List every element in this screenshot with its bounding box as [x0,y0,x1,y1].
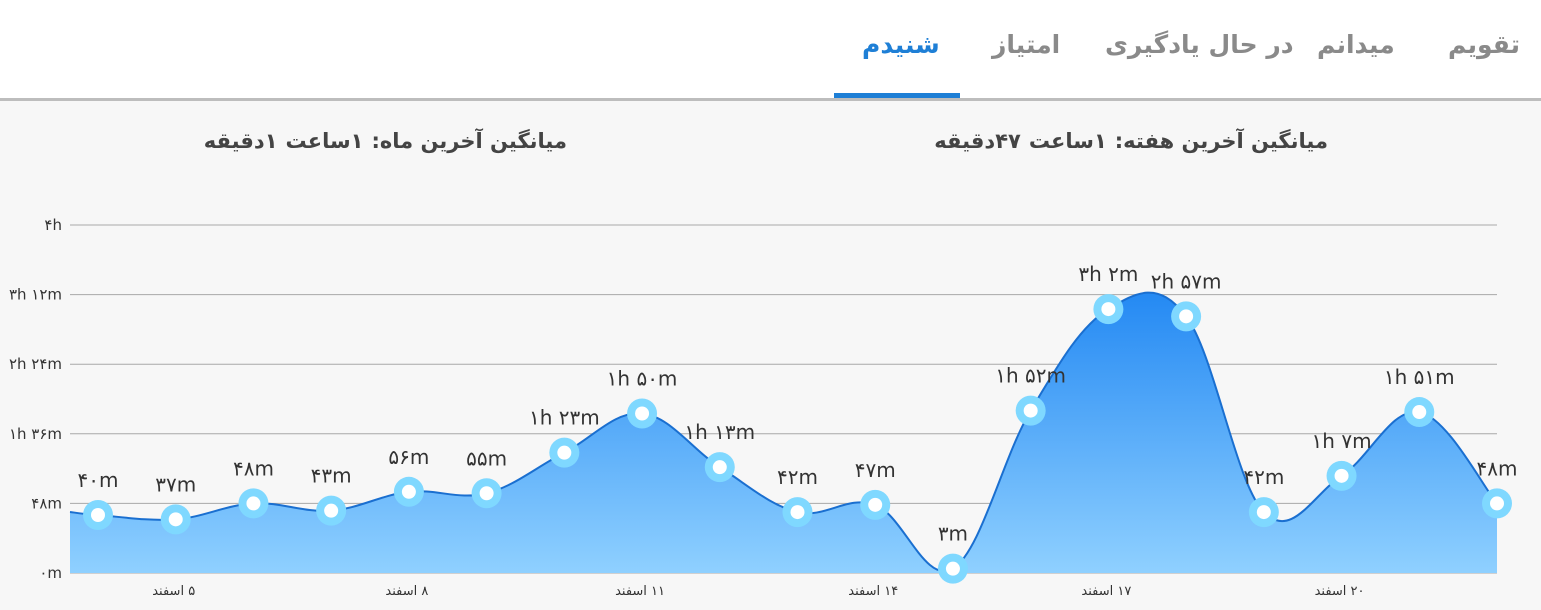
listening-time-chart: ۰m ۴۸m ۱h ۳۶m ۲h ۲۴m ۳h ۱۲m ۴h ۴۰m ۳۷m ۴۸m ۴۳m ۵۶… [9,216,1518,599]
data-point-center [1179,309,1194,324]
tab-known[interactable]: میدانم [1317,30,1395,59]
week-average-label: میانگین آخرین هفته: [1114,129,1328,153]
data-point-center [1412,405,1427,420]
data-point-center [1490,496,1504,511]
data-point-center [945,561,960,576]
week-average-minutes: ۴۷دقیقه [934,129,1021,153]
data-label: ۳۷m [155,472,196,496]
month-average-hours: ۱ساعت [285,129,364,153]
data-point-center [479,486,494,501]
data-label: ۲h ۵۷m [1151,269,1222,293]
stats-panel: میانگین آخرین ماه: ۱ساعت ۱دقیقه میانگین آخ… [0,101,1541,610]
data-point-center [1334,468,1349,483]
data-point-center [91,508,105,522]
x-tick-label: ۲۰ اسفند [1315,584,1365,599]
data-point-center [246,496,261,511]
data-point-center [1101,302,1116,317]
y-tick-label: ۰m [39,564,62,582]
data-label: ۵۶m [388,445,429,469]
data-point-center [1023,403,1038,418]
x-tick-label: ۵ اسفند [152,584,195,599]
tab-learning[interactable]: در حال یادگیری [1105,30,1294,59]
data-label: ۴۲m [777,465,818,489]
y-tick-label: ۳h ۱۲m [9,286,62,304]
data-point-center [401,484,416,499]
area-fill [70,292,1497,573]
y-tick-label: ۱h ۳۶m [9,425,62,443]
data-point-center [168,512,183,527]
week-average: میانگین آخرین هفته: ۱ساعت ۴۷دقیقه [926,129,1328,153]
data-label: ۴۲m [1243,465,1284,489]
data-point-center [712,460,727,475]
month-average-minutes: ۱دقیقه [203,129,278,153]
data-point-center [324,503,339,518]
data-label: ۴۰m [78,468,119,492]
data-label: ۱h ۲۳m [529,406,600,430]
x-tick-label: ۱۴ اسفند [848,584,898,599]
tab-heard[interactable]: شنیدم [862,30,940,59]
data-label: ۵۵m [466,446,507,470]
y-tick-label: ۴۸m [31,494,62,512]
data-point-center [868,497,883,512]
week-average-hours: ۱ساعت [1028,129,1107,153]
tab-bar: تقویم میدانم در حال یادگیری امتیاز شنیدم [0,0,1541,101]
active-tab-indicator [834,93,960,98]
data-label: ۳h ۲m [1078,262,1138,286]
data-point-center [635,406,650,421]
y-tick-label: ۲h ۲۴m [9,355,62,373]
data-point-center [790,505,805,520]
month-average: میانگین آخرین ماه: ۱ساعت ۱دقیقه [196,129,567,153]
data-label: ۱h ۵۱m [1384,365,1455,389]
data-label: ۴۸m [1477,456,1518,480]
data-label: ۳m [938,522,968,546]
data-label: ۱h ۷m [1312,429,1372,453]
tab-calendar[interactable]: تقویم [1448,30,1521,59]
data-label: ۴۷m [855,458,896,482]
y-tick-label: ۴h [44,216,62,234]
data-point-center [557,445,572,460]
x-tick-label: ۱۷ اسفند [1081,584,1131,599]
data-label: ۱h ۵۲m [995,364,1066,388]
data-point-center [1256,505,1271,520]
data-label: ۱h ۵۰m [607,367,678,391]
x-tick-label: ۸ اسفند [385,584,428,599]
x-tick-label: ۱۱ اسفند [615,584,665,599]
data-label: ۴۳m [311,464,352,488]
month-average-label: میانگین آخرین ماه: [371,129,567,153]
data-label: ۱h ۱۳m [684,420,755,444]
tab-score[interactable]: امتیاز [992,30,1061,59]
data-label: ۴۸m [233,456,274,480]
